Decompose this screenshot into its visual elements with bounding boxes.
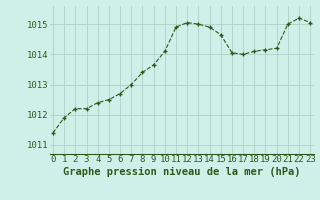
X-axis label: Graphe pression niveau de la mer (hPa): Graphe pression niveau de la mer (hPa): [63, 167, 300, 177]
